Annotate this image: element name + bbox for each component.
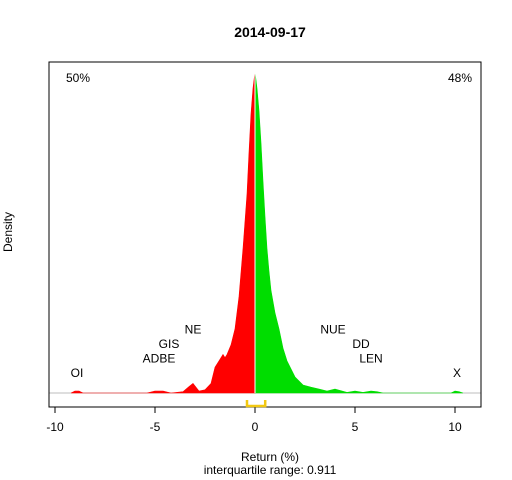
ticker-label: ADBE	[143, 352, 176, 366]
iqr-caption: interquartile range: 0.911	[204, 463, 337, 477]
x-axis: -10 -5 0 5 10	[46, 400, 462, 434]
ticker-label: DD	[352, 337, 370, 351]
y-axis-label: Density	[1, 212, 15, 252]
left-percent: 50%	[66, 71, 90, 85]
density-negative-area	[70, 71, 256, 394]
ticker-label: X	[453, 366, 461, 380]
ticker-label: GIS	[159, 337, 180, 351]
x-tick-label: -10	[46, 420, 64, 434]
x-tick-label: 5	[352, 420, 359, 434]
x-tick-label: 10	[448, 420, 462, 434]
ticker-label: LEN	[359, 352, 382, 366]
iqr-bracket	[245, 400, 267, 408]
x-axis-label: Return (%)	[241, 450, 299, 464]
chart-title: 2014-09-17	[234, 24, 306, 40]
x-tick-label: -5	[150, 420, 161, 434]
density-positive-area	[254, 71, 464, 394]
ticker-label: NUE	[320, 323, 345, 337]
ticker-label: OI	[71, 366, 84, 380]
right-percent: 48%	[448, 71, 472, 85]
x-tick-label: 0	[252, 420, 259, 434]
ticker-label: NE	[185, 323, 202, 337]
